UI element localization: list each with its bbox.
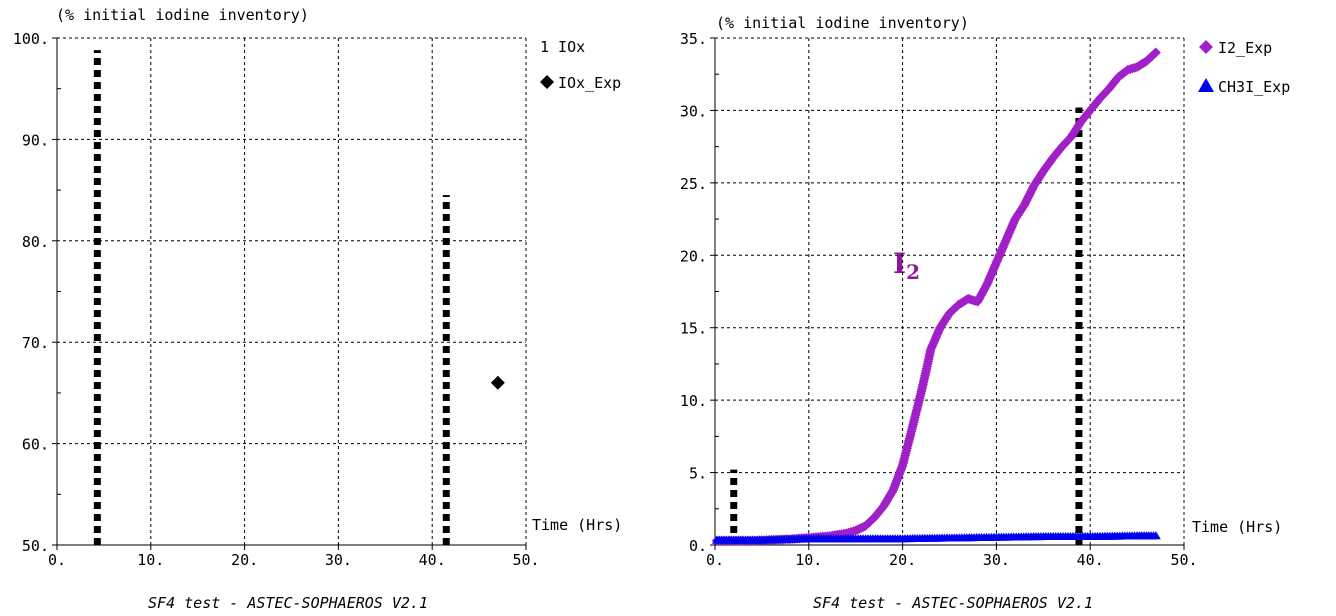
data-point-iox-exp bbox=[490, 375, 505, 390]
y-tick-label: 0. bbox=[689, 537, 707, 555]
data-point-i2-exp bbox=[1150, 47, 1161, 58]
left-y-unit-label: (% initial iodine inventory) bbox=[56, 6, 309, 24]
y-tick-label: 80. bbox=[22, 233, 49, 251]
x-tick-label: 10. bbox=[795, 551, 822, 569]
left-caption: SF4 test - ASTEC-SOPHAEROS V2.1 bbox=[148, 594, 428, 612]
left-legend-item-iox-exp: IOx_Exp bbox=[540, 74, 621, 92]
x-tick-label: 0. bbox=[706, 551, 724, 569]
y-tick-label: 5. bbox=[689, 465, 707, 483]
left-vertical-markers bbox=[93, 50, 450, 545]
y-tick-label: 30. bbox=[680, 102, 707, 120]
right-x-axis-label: Time (Hrs) bbox=[1192, 518, 1282, 536]
x-tick-label: 50. bbox=[512, 551, 539, 569]
y-tick-label: 50. bbox=[22, 537, 49, 555]
x-tick-label: 20. bbox=[889, 551, 916, 569]
right-legend-label-i2-exp: I2_Exp bbox=[1218, 39, 1272, 57]
left-x-axis-label: Time (Hrs) bbox=[532, 516, 622, 534]
right-chart: (% initial iodine inventory) I2_Exp CH3I… bbox=[680, 14, 1290, 612]
right-x-tick-labels: 0. 10. 20. 30. 40. 50. bbox=[706, 551, 1198, 569]
y-tick-label: 60. bbox=[22, 436, 49, 454]
x-tick-label: 30. bbox=[983, 551, 1010, 569]
x-tick-label: 40. bbox=[419, 551, 446, 569]
y-tick-label: 20. bbox=[680, 247, 707, 265]
right-caption: SF4 test - ASTEC-SOPHAEROS V2.1 bbox=[813, 594, 1093, 612]
right-i2-annotation-subscript: 2 bbox=[906, 260, 920, 284]
right-legend-diamond-icon bbox=[1199, 40, 1213, 54]
y-tick-label: 35. bbox=[680, 30, 707, 48]
y-tick-label: 10. bbox=[680, 392, 707, 410]
right-grid bbox=[710, 37, 1185, 550]
right-y-tick-labels: 0. 5. 10. 15. 20. 25. 30. 35. bbox=[680, 30, 707, 555]
right-i2-annotation-main: I bbox=[893, 247, 906, 280]
x-tick-label: 20. bbox=[231, 551, 258, 569]
x-tick-label: 40. bbox=[1077, 551, 1104, 569]
right-y-unit-label: (% initial iodine inventory) bbox=[716, 14, 969, 32]
left-legend-item-1-iox: 1 IOx bbox=[540, 38, 585, 56]
right-legend-item-ch3i-exp: CH3I_Exp bbox=[1198, 78, 1290, 96]
right-legend-label-ch3i-exp: CH3I_Exp bbox=[1218, 78, 1290, 96]
data-point-ch3i-exp bbox=[1150, 531, 1161, 540]
left-legend-diamond-icon bbox=[540, 75, 554, 89]
x-tick-label: 10. bbox=[137, 551, 164, 569]
right-i2-annotation: I2 bbox=[893, 247, 920, 284]
y-tick-label: 70. bbox=[22, 334, 49, 352]
left-data-points bbox=[490, 375, 505, 390]
y-tick-label: 90. bbox=[22, 131, 49, 149]
y-tick-label: 25. bbox=[680, 175, 707, 193]
x-tick-label: 30. bbox=[325, 551, 352, 569]
y-tick-label: 15. bbox=[680, 320, 707, 338]
y-tick-label: 100. bbox=[13, 30, 49, 48]
right-legend-item-i2-exp: I2_Exp bbox=[1199, 39, 1272, 57]
right-data-points bbox=[711, 47, 1161, 546]
left-y-tick-labels: 50. 60. 70. 80. 90. 100. bbox=[13, 30, 49, 555]
x-tick-label: 50. bbox=[1170, 551, 1197, 569]
right-legend-triangle-icon bbox=[1198, 78, 1214, 92]
x-tick-label: 0. bbox=[48, 551, 66, 569]
left-chart: (% initial iodine inventory) 1 IOx IOx_E… bbox=[13, 6, 622, 612]
left-legend-label-iox-exp: IOx_Exp bbox=[558, 74, 621, 92]
left-x-tick-labels: 0. 10. 20. 30. 40. 50. bbox=[48, 551, 540, 569]
right-vertical-markers bbox=[730, 107, 1083, 545]
left-grid bbox=[52, 37, 527, 550]
